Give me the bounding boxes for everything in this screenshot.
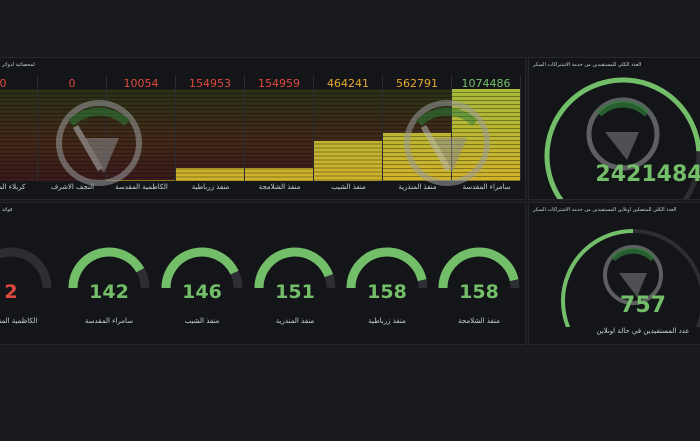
bar-label: الكاظمية المقدسة <box>115 183 168 191</box>
panel-title: العدد الكلي للمتصلين اونلاين المستفيدين … <box>533 207 677 213</box>
bar-value: 562791 <box>396 77 438 90</box>
bar-value: 154953 <box>189 77 231 90</box>
bar-column: 154953 <box>176 75 245 181</box>
gauge-arc <box>438 247 520 289</box>
bar-label: منفذ الشيب <box>331 183 366 191</box>
logo-watermark <box>404 100 490 186</box>
online-value: 757 <box>620 293 666 318</box>
bar-label: منفذ زرباطية <box>191 183 230 191</box>
gauge-arc <box>346 247 428 289</box>
bar-gauge-panel[interactable]: لمحصائية لدوائر 0 0 10054 154953 154959 46424… <box>0 57 526 200</box>
gauge-value: 158 <box>459 281 499 303</box>
bar-track <box>0 89 37 181</box>
gauge-value: 146 <box>182 281 222 303</box>
small-gauge: 151 منفذ المنذرية <box>250 243 340 339</box>
gauge-value: 2 <box>4 281 18 303</box>
bar-value: 464241 <box>327 77 369 90</box>
bar-label: النجف الاشرف <box>50 183 95 191</box>
gauge-label: سامراء المقدسة <box>84 317 134 325</box>
small-gauge: 142 سامراء المقدسة <box>64 243 154 339</box>
total-value: 2421484 <box>595 162 700 187</box>
bar-fill <box>176 167 244 181</box>
small-gauge: 158 منفذ الشلامجة <box>434 243 524 339</box>
bar-value: 10054 <box>123 77 159 90</box>
bar-column: 0 <box>0 75 38 181</box>
bar-value: 154959 <box>258 77 300 90</box>
logo-watermark <box>56 100 142 186</box>
bar-labels: كربلاء المقدسة النجف الاشرف الكاظمية المقد… <box>0 183 525 197</box>
bar-label: منفذ الشلامجة <box>258 183 301 191</box>
gauge-arc <box>0 247 52 289</box>
bar-column: 464241 <box>314 75 383 181</box>
online-gauge <box>561 229 700 327</box>
panel-title: قوائد <box>2 207 13 213</box>
gauge-label: الكاظمية المقدسة <box>0 317 38 325</box>
top-bar <box>0 0 700 56</box>
small-gauge: 146 منفذ الشيب <box>157 243 247 339</box>
gauge-value: 142 <box>89 281 129 303</box>
gauge-label: منفذ الشيب <box>184 317 220 325</box>
gauge-arc <box>161 247 243 289</box>
bar-column: 154959 <box>245 75 314 181</box>
bar-label: منفذ المنذرية <box>398 183 437 191</box>
total-subscribers-panel[interactable]: العدد الكلي للمستفيدين من خدمة الاشتراكا… <box>528 57 700 200</box>
bar-value: 0 <box>0 77 7 90</box>
gauge-label: منفذ زرباطية <box>368 317 406 325</box>
bar-value: 0 <box>68 77 76 90</box>
panel-title: العدد الكلي للمستفيدين من خدمة الاشتراكا… <box>533 62 642 68</box>
online-per-site-panel[interactable]: قوائد 2 الكاظمية المقدسة 142 سامراء المقدس… <box>0 202 526 345</box>
bar-track <box>245 89 313 181</box>
gauge-value: 158 <box>367 281 407 303</box>
gauge-label: منفذ الشلامجة <box>458 317 500 325</box>
bar-label: سامراء المقدسة <box>462 183 511 191</box>
gauge-value: 151 <box>275 281 315 303</box>
total-gauge <box>544 77 700 199</box>
bottom-bar <box>0 346 700 441</box>
bar-fill <box>245 167 313 181</box>
gauge-arc <box>254 247 336 289</box>
bar-value: 1074486 <box>461 77 511 90</box>
bar-label: كربلاء المقدسة <box>0 183 26 191</box>
online-label: عدد المستفيدين في حالة اونلاين <box>596 327 690 335</box>
small-gauge: 158 منفذ زرباطية <box>342 243 432 339</box>
panel-title: لمحصائية لدوائر <box>2 62 35 68</box>
small-gauge: 2 الكاظمية المقدسة <box>0 243 56 339</box>
gauge-arc <box>68 247 150 289</box>
online-subscribers-panel[interactable]: العدد الكلي للمتصلين اونلاين المستفيدين … <box>528 202 700 345</box>
gauge-label: منفذ المنذرية <box>275 317 315 325</box>
bar-fill <box>314 141 382 181</box>
bar-fill <box>107 180 175 181</box>
bar-track <box>176 89 244 181</box>
